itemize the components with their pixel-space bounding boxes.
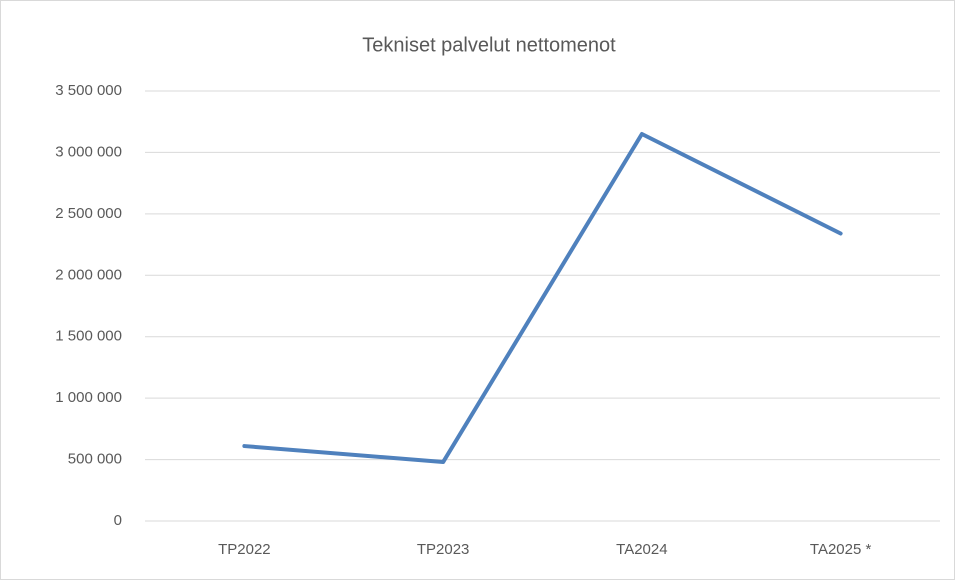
- y-tick-label: 1 000 000: [55, 389, 122, 406]
- line-series: [242, 132, 843, 465]
- x-tick-label: TP2023: [417, 541, 470, 558]
- y-tick-label: 0: [114, 512, 122, 529]
- y-tick-label: 3 500 000: [55, 82, 122, 99]
- x-tick-label: TA2025 *: [810, 541, 872, 558]
- x-tick-label: TA2024: [616, 541, 667, 558]
- y-tick-label: 500 000: [68, 451, 122, 468]
- x-tick-label: TP2022: [218, 541, 271, 558]
- y-tick-label: 2 000 000: [55, 266, 122, 283]
- y-tick-label: 3 000 000: [55, 143, 122, 160]
- y-tick-label: 1 500 000: [55, 328, 122, 345]
- chart-title: Tekniset palvelut nettomenot: [362, 34, 616, 56]
- y-tick-label: 2 500 000: [55, 205, 122, 222]
